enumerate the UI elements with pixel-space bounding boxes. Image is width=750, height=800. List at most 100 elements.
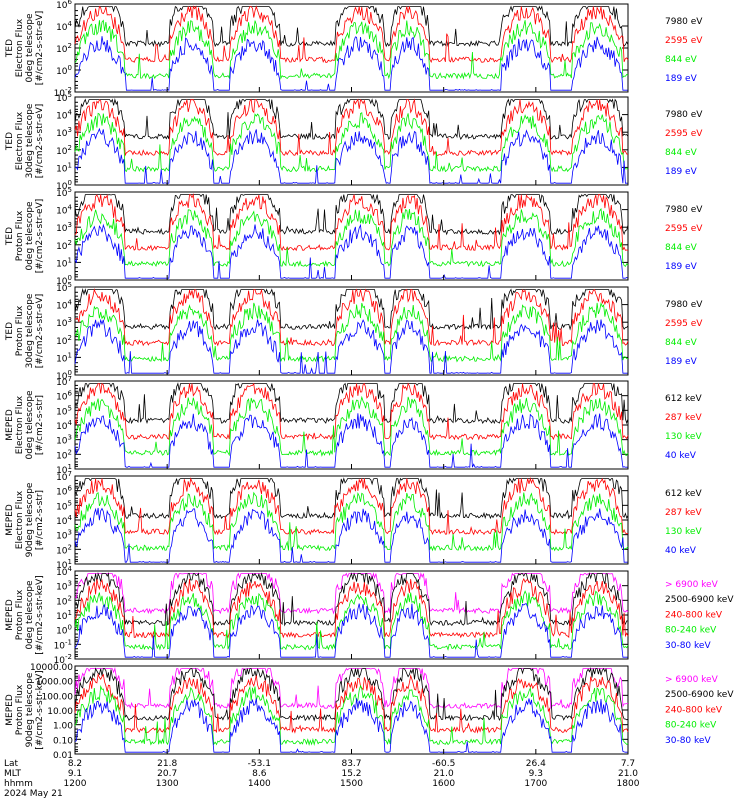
y-tick-label: 102 [56, 239, 72, 252]
x-row-label: 2024 May 21 [4, 789, 63, 799]
legend-entry: 7980 eV [665, 110, 703, 120]
series-line [74, 112, 629, 173]
y-tick-label: 106 [56, 0, 72, 11]
legend-entry: 2500-6900 keV [665, 690, 734, 700]
y-tick-label: 103 [56, 126, 72, 139]
y-tick-label: 106 [56, 485, 72, 498]
legend-entry: 7980 eV [665, 300, 703, 310]
y-axis-label: [#/cm2-s-str-keV] [35, 575, 45, 654]
legend-entry: 612 keV [665, 394, 702, 404]
panel-3: 105 104 103 102 101 100 TED Proton Flux 0deg tel… [5, 186, 703, 287]
y-tick-label: 101 [56, 161, 72, 174]
legend-entry: 7980 eV [665, 17, 703, 27]
legend-entry: 2595 eV [665, 36, 703, 46]
y-tick-label: 107 [56, 375, 72, 388]
legend-entry: 2595 eV [665, 319, 703, 329]
series-line [74, 288, 629, 331]
y-tick-label: 100 [56, 624, 72, 637]
x-tick-mlt: 8.6 [252, 769, 267, 779]
y-axis-label: 30deg telescope [25, 293, 35, 368]
y-tick-label: 101 [56, 558, 72, 571]
legend-entry: 30-80 keV [665, 641, 711, 651]
series-line [74, 684, 629, 746]
y-axis-label: [#/cm2-s-str-eV] [35, 104, 45, 179]
x-tick-lat: -53.1 [248, 759, 271, 769]
y-tick-label: 104 [56, 204, 72, 217]
series-line [74, 223, 629, 279]
y-tick-label: 102 [56, 42, 72, 55]
series-line [74, 5, 629, 64]
series-line [74, 382, 629, 425]
y-tick-label: 1.00 [53, 722, 73, 732]
y-tick-label: 103 [56, 580, 72, 593]
y-axis-label: 90deg telescope [25, 672, 35, 747]
x-row-label: Lat [4, 759, 19, 769]
y-tick-label: 104 [56, 565, 72, 578]
y-axis-label: TED [5, 322, 15, 341]
x-tick-lat: 26.4 [526, 759, 546, 769]
series-line [74, 302, 629, 363]
y-axis-label: [#/cm2-s-str-keV] [35, 670, 45, 749]
y-tick-label: 101 [56, 463, 72, 476]
x-tick-mlt: 9.1 [68, 769, 82, 779]
y-axis-label: Proton Flux [15, 305, 25, 356]
series-line [74, 5, 629, 48]
legend-entry: 844 eV [665, 243, 698, 253]
y-tick-label: 100.00 [42, 692, 74, 702]
y-tick-label: 0.10 [53, 736, 73, 746]
legend-entry: 844 eV [665, 338, 698, 348]
y-tick-label: 106 [56, 390, 72, 403]
y-axis-label: TED [5, 227, 15, 246]
legend-entry: 130 keV [665, 527, 702, 537]
panel-4: 105 104 103 102 101 100 TED Proton Flux 30deg te… [5, 281, 703, 382]
y-tick-label: 105 [56, 91, 72, 104]
series-line [74, 477, 629, 520]
y-tick-label: 10000.00 [30, 663, 73, 673]
legend-entry: > 6900 keV [665, 675, 719, 685]
x-tick-lat: 21.8 [157, 759, 177, 769]
legend-entry: 189 eV [665, 167, 698, 177]
series-line [74, 667, 629, 722]
legend-entry: 130 keV [665, 432, 702, 442]
x-tick-hhmm: 1500 [340, 779, 363, 789]
legend-entry: 40 keV [665, 451, 697, 461]
y-axis-label: [#/cm2-s-str] [35, 490, 45, 550]
y-tick-label: 104 [56, 109, 72, 122]
y-axis-label: 0deg telescope [25, 201, 35, 271]
y-axis-label: 0deg telescope [25, 580, 35, 650]
x-tick-hhmm: 1600 [432, 779, 455, 789]
panel-2: 105 104 103 102 101 100 TED Electron Flux 30deg … [5, 91, 703, 192]
x-tick-lat: 7.7 [621, 759, 635, 769]
x-tick-hhmm: 1700 [524, 779, 547, 789]
y-axis-label: TED [5, 39, 15, 58]
legend-entry: 287 keV [665, 508, 702, 518]
legend-entry: 40 keV [665, 546, 697, 556]
y-tick-label: 10.00 [47, 707, 73, 717]
x-tick-mlt: 21.0 [434, 769, 454, 779]
series-line [74, 98, 629, 141]
y-tick-label: 103 [56, 221, 72, 234]
y-tick-label: 101 [56, 351, 72, 364]
y-tick-label: 103 [56, 434, 72, 447]
y-tick-label: 102 [56, 334, 72, 347]
y-tick-label: 104 [56, 514, 72, 527]
y-axis-label: 30deg telescope [25, 103, 35, 178]
series-line [74, 395, 629, 457]
y-tick-label: 10-2 [54, 653, 72, 666]
x-tick-lat: 8.2 [68, 759, 82, 769]
legend-entry: 7980 eV [665, 205, 703, 215]
legend-entry: 240-800 keV [665, 705, 723, 715]
y-tick-label: 0.01 [53, 751, 73, 761]
x-tick-mlt: 9.3 [529, 769, 543, 779]
legend-entry: 612 keV [665, 489, 702, 499]
y-tick-label: 105 [56, 186, 72, 199]
y-axis-label: Electron Flux [15, 18, 25, 77]
series-line [74, 288, 629, 347]
x-tick-mlt: 20.7 [157, 769, 177, 779]
series-line [74, 413, 628, 468]
y-tick-label: 105 [56, 404, 72, 417]
x-tick-hhmm: 1400 [248, 779, 271, 789]
legend-entry: 287 keV [665, 413, 702, 423]
